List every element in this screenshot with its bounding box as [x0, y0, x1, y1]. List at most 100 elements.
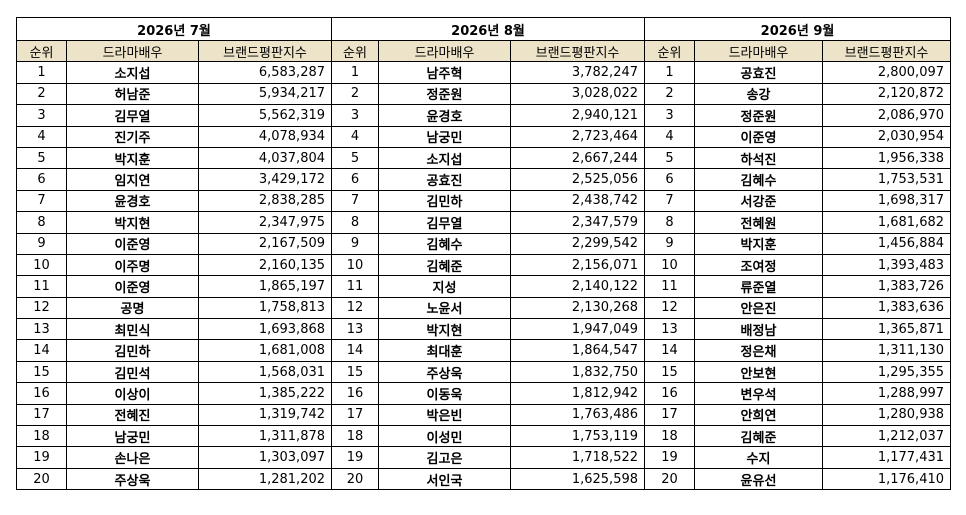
actor-name-cell: 김혜준 [694, 425, 823, 448]
actor-name-cell: 박은빈 [378, 403, 511, 427]
rank-cell: 13 [644, 318, 695, 341]
actor-name-cell: 공효진 [378, 168, 511, 191]
rank-cell: 2 [16, 82, 67, 106]
actor-name-cell: 정준원 [694, 104, 823, 127]
rank-cell: 14 [331, 339, 379, 362]
actor-name-cell: 김혜수 [694, 168, 823, 191]
table-row: 11 지성 2,140,122 [331, 275, 646, 298]
rank-cell: 12 [16, 296, 67, 320]
panel-title: 2026년 9월 [643, 17, 952, 41]
actor-name-cell: 임지연 [66, 168, 199, 191]
score-cell: 1,176,410 [821, 467, 952, 491]
actor-name-cell: 공효진 [694, 61, 823, 84]
score-cell: 2,667,244 [509, 146, 646, 170]
score-cell: 2,086,970 [821, 104, 952, 127]
actor-name-cell: 소지섭 [378, 146, 511, 170]
table-row: 9 김혜수 2,299,542 [331, 232, 646, 255]
rank-cell: 5 [331, 146, 379, 170]
rank-cell: 16 [331, 382, 379, 405]
actor-header: 드라마배우 [378, 39, 511, 63]
ranking-table-september: 2026년 9월 순위 드라마배우 브랜드평판지수 1 공효진 2,800,097 2… [643, 17, 952, 491]
rank-cell: 15 [16, 360, 67, 384]
rank-cell: 3 [331, 104, 379, 127]
table-row: 5 박지훈 4,037,804 [16, 146, 333, 170]
table-row: 8 박지현 2,347,975 [16, 211, 333, 234]
actor-name-cell: 수지 [694, 446, 823, 469]
table-row: 18 이성민 1,753,119 [331, 425, 646, 448]
score-cell: 2,167,509 [197, 232, 333, 255]
rank-cell: 1 [16, 61, 67, 84]
table-row: 17 전혜진 1,319,742 [16, 403, 333, 427]
score-cell: 1,281,202 [197, 467, 333, 491]
actor-name-cell: 정준원 [378, 82, 511, 106]
actor-name-cell: 소지섭 [66, 61, 199, 84]
rank-cell: 5 [16, 146, 67, 170]
table-row: 3 윤경호 2,940,121 [331, 104, 646, 127]
rank-cell: 14 [644, 339, 695, 362]
rank-cell: 11 [644, 275, 695, 298]
rank-cell: 4 [331, 125, 379, 148]
rank-cell: 13 [331, 318, 379, 341]
table-row: 16 이동욱 1,812,942 [331, 382, 646, 405]
score-cell: 1,763,486 [509, 403, 646, 427]
actor-name-cell: 하석진 [694, 146, 823, 170]
ranking-table-august: 2026년 8월 순위 드라마배우 브랜드평판지수 1 남주혁 3,782,247 2… [330, 17, 646, 491]
score-cell: 2,120,872 [821, 82, 952, 106]
rank-cell: 16 [16, 382, 67, 405]
rank-cell: 20 [16, 467, 67, 491]
score-cell: 1,212,037 [821, 425, 952, 448]
score-cell: 3,429,172 [197, 168, 333, 191]
table-row: 7 김민하 2,438,742 [331, 189, 646, 213]
score-cell: 2,438,742 [509, 189, 646, 213]
rank-cell: 6 [644, 168, 695, 191]
rank-cell: 17 [644, 403, 695, 427]
actor-name-cell: 박지현 [66, 211, 199, 234]
score-cell: 5,934,217 [197, 82, 333, 106]
table-row: 6 임지연 3,429,172 [16, 168, 333, 191]
table-row: 14 김민하 1,681,008 [16, 339, 333, 362]
table-row: 4 진기주 4,078,934 [16, 125, 333, 148]
table-row: 5 하석진 1,956,338 [644, 146, 952, 170]
rank-cell: 9 [331, 232, 379, 255]
panel-title: 2026년 7월 [15, 17, 333, 41]
actor-name-cell: 김혜준 [378, 253, 511, 277]
actor-name-cell: 이동욱 [378, 382, 511, 405]
table-row: 10 김혜준 2,156,071 [331, 253, 646, 277]
score-cell: 2,299,542 [509, 232, 646, 255]
rank-cell: 17 [16, 403, 67, 427]
actor-name-cell: 노윤서 [378, 296, 511, 320]
actor-name-cell: 남궁민 [66, 425, 199, 448]
actor-name-cell: 서인국 [378, 467, 511, 491]
score-cell: 1,698,317 [821, 189, 952, 213]
actor-name-cell: 이상이 [66, 382, 199, 405]
score-cell: 1,280,938 [821, 403, 952, 427]
rank-cell: 18 [644, 425, 695, 448]
actor-name-cell: 윤유선 [694, 467, 823, 491]
actor-name-cell: 이성민 [378, 425, 511, 448]
actor-name-cell: 배정남 [694, 318, 823, 341]
table-row: 2 정준원 3,028,022 [331, 82, 646, 106]
score-cell: 2,723,464 [509, 125, 646, 148]
rank-cell: 15 [644, 360, 695, 384]
table-row: 7 윤경호 2,838,285 [16, 189, 333, 213]
rank-cell: 7 [16, 189, 67, 213]
table-row: 10 이주명 2,160,135 [16, 253, 333, 277]
table-row: 7 서강준 1,698,317 [644, 189, 952, 213]
table-row: 15 안보현 1,295,355 [644, 360, 952, 384]
table-row: 2 허남준 5,934,217 [16, 82, 333, 106]
rank-cell: 11 [331, 275, 379, 298]
score-cell: 6,583,287 [197, 61, 333, 84]
rank-header: 순위 [644, 39, 695, 63]
rank-cell: 8 [16, 211, 67, 234]
rank-cell: 7 [644, 189, 695, 213]
actor-name-cell: 주상욱 [378, 360, 511, 384]
table-row: 5 소지섭 2,667,244 [331, 146, 646, 170]
score-cell: 1,319,742 [197, 403, 333, 427]
rank-cell: 8 [331, 211, 379, 234]
score-cell: 1,385,222 [197, 382, 333, 405]
score-cell: 1,832,750 [509, 360, 646, 384]
actor-name-cell: 김고은 [378, 446, 511, 469]
rank-cell: 19 [644, 446, 695, 469]
table-row: 14 최대훈 1,864,547 [331, 339, 646, 362]
score-cell: 1,718,522 [509, 446, 646, 469]
